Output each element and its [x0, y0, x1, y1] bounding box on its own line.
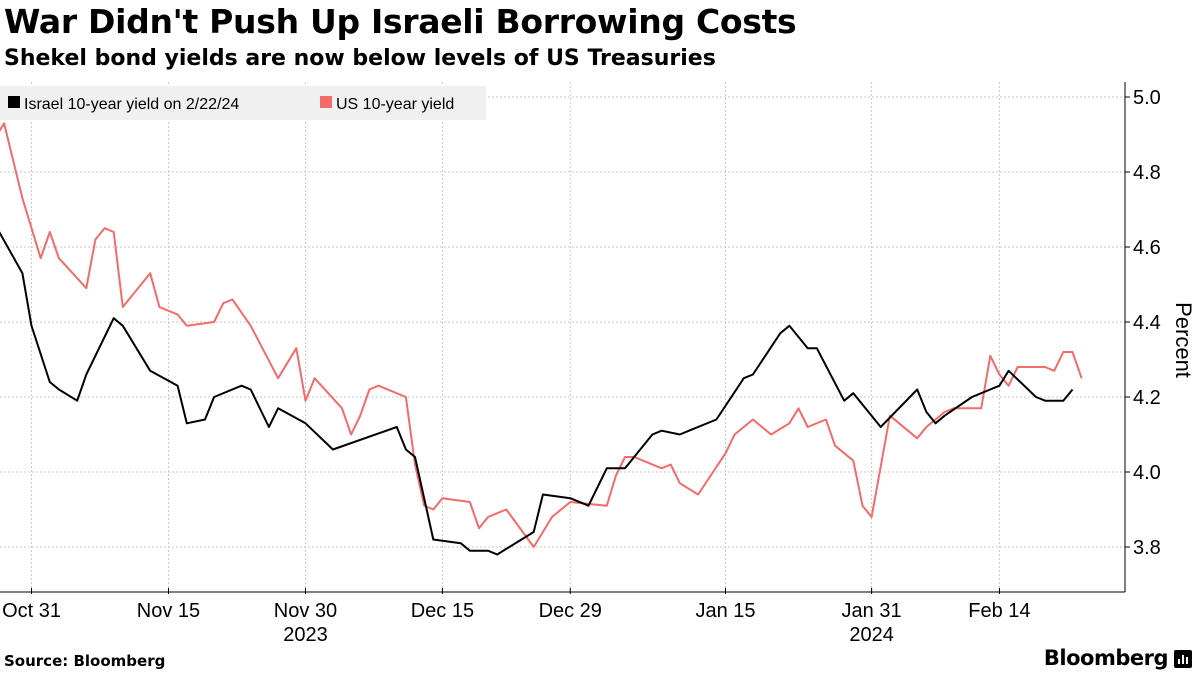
y-tick-label: 5.0 [1133, 87, 1161, 109]
y-tick-label: 4.2 [1133, 387, 1161, 409]
legend: Israel 10-year yield on 2/22/24 US 10-yea… [0, 86, 486, 120]
x-tick-label: Dec 15 [411, 600, 474, 622]
y-tick-label: 4.6 [1133, 237, 1161, 259]
x-tick-label: Dec 29 [539, 600, 602, 622]
x-tick-label: Nov 15 [137, 600, 200, 622]
x-year-label: 2023 [283, 624, 328, 646]
legend-swatch-israel [8, 96, 20, 108]
series-line-israel [0, 231, 1074, 556]
x-tick-label: Jan 31 [842, 600, 902, 622]
y-tick-label: 4.0 [1133, 462, 1161, 484]
chart-title: War Didn't Push Up Israeli Borrowing Cos… [4, 2, 797, 41]
x-tick-label: Feb 14 [968, 600, 1030, 622]
y-tick-label: 4.8 [1133, 162, 1161, 184]
source-note: Source: Bloomberg [4, 652, 166, 670]
series-line-us [0, 122, 1083, 548]
chart-subtitle: Shekel bond yields are now below levels … [4, 46, 716, 71]
legend-swatch-us [320, 96, 332, 108]
x-year-label: 2024 [849, 624, 894, 646]
bloomberg-terminal-icon [1174, 650, 1192, 668]
y-tick-label: 4.4 [1133, 312, 1161, 334]
x-tick-label: Jan 15 [695, 600, 755, 622]
y-axis-label: Percent [1171, 302, 1196, 378]
brand-logo: Bloomberg [1043, 646, 1169, 670]
x-tick-label: Oct 31 [2, 600, 61, 622]
legend-label-us: US 10-year yield [336, 96, 454, 113]
x-tick-label: Nov 30 [274, 600, 337, 622]
legend-background [0, 86, 486, 120]
legend-label-israel: Israel 10-year yield on 2/22/24 [24, 96, 239, 113]
y-tick-label: 3.8 [1133, 537, 1161, 559]
